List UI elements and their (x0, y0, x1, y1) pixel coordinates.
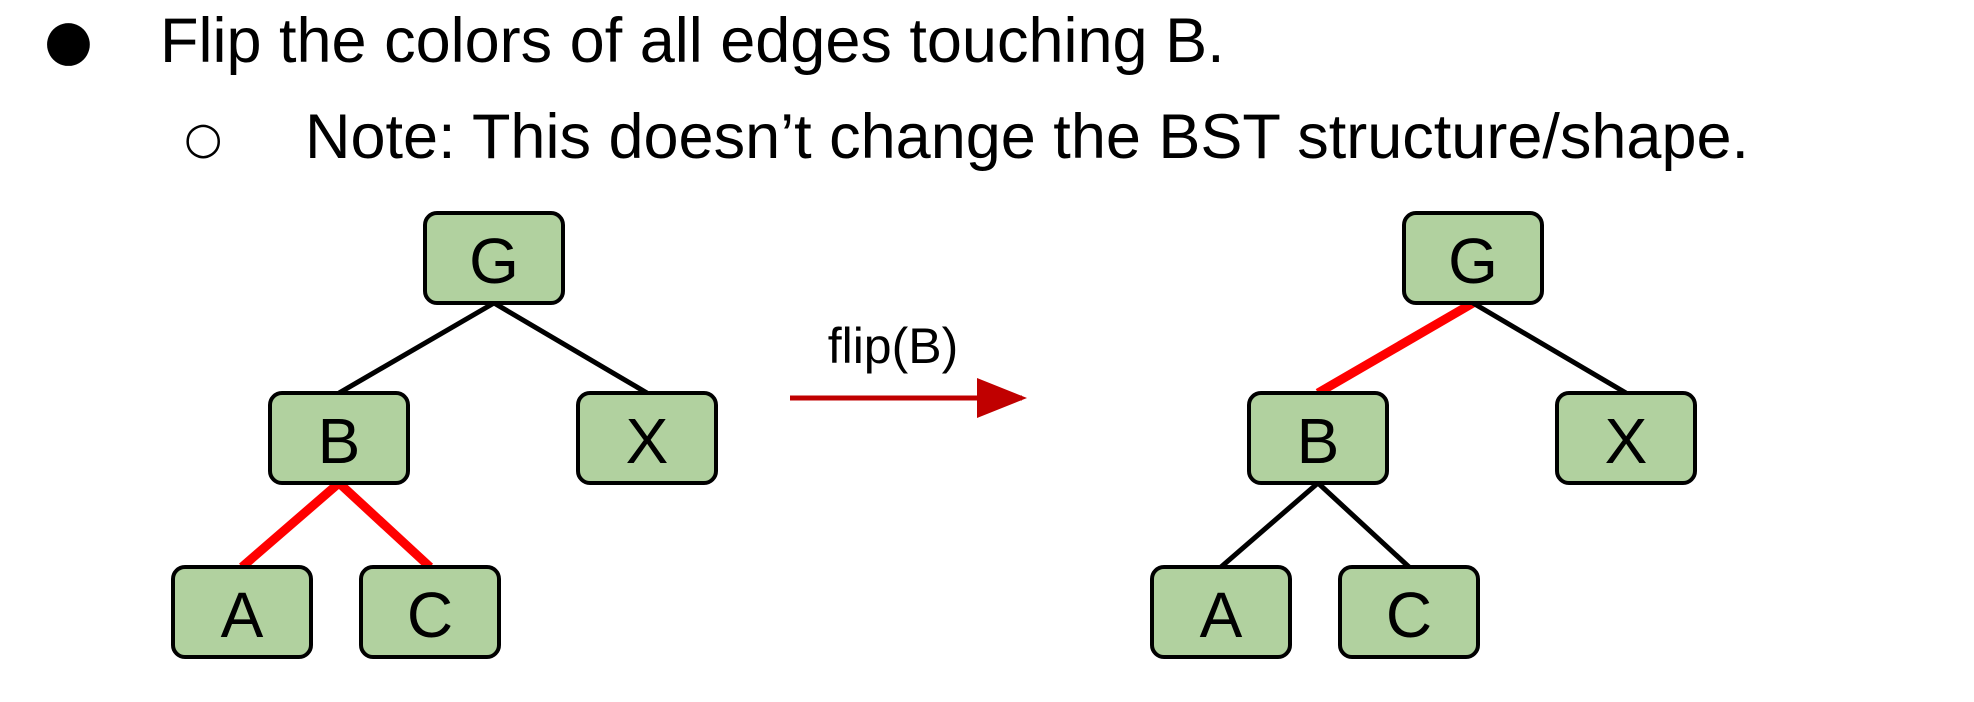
edge-g-x-black (492, 300, 649, 396)
node-label: X (626, 405, 669, 477)
node-g: G (1402, 211, 1544, 305)
edge-b-a-red (239, 479, 342, 571)
node-label: C (407, 579, 453, 651)
node-box (359, 565, 501, 659)
edge-g-b-red (1315, 299, 1476, 397)
node-label: G (469, 225, 519, 297)
edge-g-b-black (337, 300, 496, 396)
node-label: G (1448, 225, 1498, 297)
tree-after: G B X A C (1150, 211, 1697, 659)
bullet-glyph-hollow: ○ (184, 113, 223, 164)
node-x: X (576, 391, 718, 485)
node-box (1247, 391, 1389, 485)
node-label: B (1297, 405, 1340, 477)
node-x: X (1555, 391, 1697, 485)
node-label: A (221, 579, 264, 651)
edge-b-c-red (335, 479, 434, 571)
node-box (1555, 391, 1697, 485)
bullet-glyph-filled: ● (44, 8, 93, 73)
flip-operation: flip(B) (790, 318, 1027, 418)
node-box (1402, 211, 1544, 305)
node-box (268, 391, 410, 485)
node-label: B (318, 405, 361, 477)
tree-before: G B X A C (171, 211, 718, 659)
node-box (171, 565, 313, 659)
node-c: C (1338, 565, 1480, 659)
bullet-text-1: Flip the colors of all edges touching B. (160, 6, 1225, 76)
node-box (1338, 565, 1480, 659)
node-label: X (1605, 405, 1648, 477)
node-a: A (1150, 565, 1292, 659)
node-box (1150, 565, 1292, 659)
node-box (576, 391, 718, 485)
edge-g-x-black (1471, 300, 1628, 396)
node-box (423, 211, 565, 305)
edge-b-c-black (1316, 481, 1411, 569)
node-label: C (1386, 579, 1432, 651)
node-label: A (1200, 579, 1243, 651)
node-g: G (423, 211, 565, 305)
node-b: B (268, 391, 410, 485)
node-b: B (1247, 391, 1389, 485)
node-c: C (359, 565, 501, 659)
edge-b-a-black (1219, 481, 1320, 569)
node-a: A (171, 565, 313, 659)
flip-label: flip(B) (828, 318, 959, 374)
bullet-text-2: Note: This doesn’t change the BST struct… (305, 102, 1750, 172)
